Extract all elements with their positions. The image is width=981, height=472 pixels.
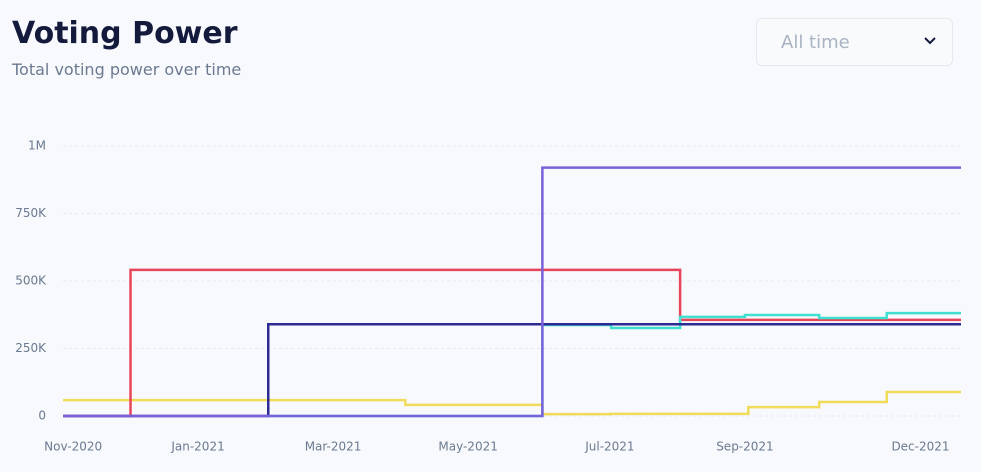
y-tick-label: 1M — [28, 139, 46, 153]
range-select-value: All time — [781, 32, 850, 53]
range-select[interactable]: All time — [756, 18, 953, 66]
x-tick-label: Jan-2021 — [170, 440, 224, 454]
x-tick-label: Mar-2021 — [305, 440, 362, 454]
chevron — [924, 37, 936, 45]
y-tick-label: 750K — [15, 206, 47, 220]
y-tick-label: 250K — [15, 341, 47, 355]
y-tick-label: 500K — [15, 274, 47, 288]
title: Voting Power — [12, 16, 238, 51]
y-tick-label: 0 — [38, 409, 46, 423]
x-tick-label: Jul-2021 — [584, 440, 634, 454]
series-line — [63, 268, 961, 418]
subtitle: Total voting power over time — [12, 60, 242, 79]
x-tick-label: Sep-2021 — [716, 440, 774, 454]
series-line — [63, 390, 961, 416]
x-tick-label: Dec-2021 — [891, 440, 949, 454]
x-tick-label: May-2021 — [438, 440, 497, 454]
series-line — [63, 166, 961, 418]
x-tick-label: Nov-2020 — [44, 440, 102, 454]
